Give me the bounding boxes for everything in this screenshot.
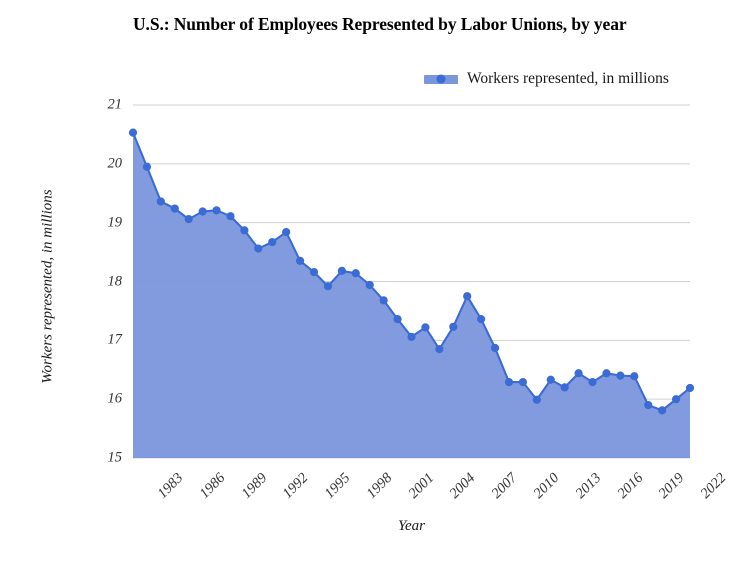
data-point-marker[interactable] xyxy=(504,378,514,387)
y-axis-tick-label: 18 xyxy=(107,273,123,289)
y-axis-tick-label: 17 xyxy=(107,331,123,348)
chart-legend: Workers represented, in millions xyxy=(424,70,669,88)
data-point-marker[interactable] xyxy=(407,332,416,341)
data-point-marker[interactable] xyxy=(477,315,486,324)
data-point-marker[interactable] xyxy=(658,406,667,415)
area-fill xyxy=(133,132,690,458)
data-point-marker[interactable] xyxy=(560,383,569,392)
data-point-marker[interactable] xyxy=(532,395,541,404)
data-point-marker[interactable] xyxy=(518,378,528,387)
data-point-marker[interactable] xyxy=(685,383,695,393)
data-point-marker[interactable] xyxy=(671,395,681,404)
data-point-marker[interactable] xyxy=(490,343,500,353)
legend-swatch-icon xyxy=(424,74,458,84)
y-axis-tick-label: 21 xyxy=(107,96,123,113)
data-point-marker[interactable] xyxy=(365,280,374,290)
data-point-marker[interactable] xyxy=(435,345,444,354)
data-point-marker[interactable] xyxy=(170,204,179,213)
data-point-marker[interactable] xyxy=(309,267,319,277)
data-point-marker[interactable] xyxy=(393,315,402,324)
data-point-marker[interactable] xyxy=(574,369,583,378)
data-point-marker[interactable] xyxy=(351,269,360,278)
data-point-marker[interactable] xyxy=(379,296,388,305)
data-point-marker[interactable] xyxy=(546,375,555,384)
data-point-marker[interactable] xyxy=(198,207,207,216)
y-axis-tick-label: 16 xyxy=(107,390,123,407)
data-point-marker[interactable] xyxy=(128,128,138,137)
data-point-marker[interactable] xyxy=(337,266,346,276)
legend-marker-dot-icon xyxy=(436,74,446,84)
data-point-marker[interactable] xyxy=(156,197,165,206)
data-point-marker[interactable] xyxy=(630,372,639,381)
data-point-marker[interactable] xyxy=(226,212,235,221)
data-point-marker[interactable] xyxy=(616,371,625,380)
data-point-marker[interactable] xyxy=(588,378,597,387)
data-point-marker[interactable] xyxy=(644,400,653,410)
data-point-marker[interactable] xyxy=(254,244,263,253)
data-point-marker[interactable] xyxy=(142,162,152,171)
data-point-marker[interactable] xyxy=(240,226,249,235)
data-point-marker[interactable] xyxy=(602,369,611,378)
y-axis-tick-labels: 21 20 19 18 17 16 15 xyxy=(96,0,123,563)
legend-label: Workers represented, in millions xyxy=(467,70,669,87)
chart-title: U.S.: Number of Employees Represented by… xyxy=(133,14,627,34)
data-point-markers xyxy=(128,128,695,415)
x-axis-title: Year xyxy=(398,518,425,534)
y-axis-tick-label: 19 xyxy=(107,214,123,231)
data-point-marker[interactable] xyxy=(268,237,277,247)
data-point-marker[interactable] xyxy=(296,256,305,266)
data-point-marker[interactable] xyxy=(184,215,193,224)
data-point-marker[interactable] xyxy=(282,227,291,237)
data-point-marker[interactable] xyxy=(449,322,458,331)
y-axis-tick-label: 20 xyxy=(107,155,123,172)
y-axis-tick-label: 15 xyxy=(107,449,123,466)
data-point-marker[interactable] xyxy=(323,282,333,291)
data-point-marker[interactable] xyxy=(421,323,430,332)
data-point-marker[interactable] xyxy=(463,292,472,301)
data-point-marker[interactable] xyxy=(212,206,221,215)
